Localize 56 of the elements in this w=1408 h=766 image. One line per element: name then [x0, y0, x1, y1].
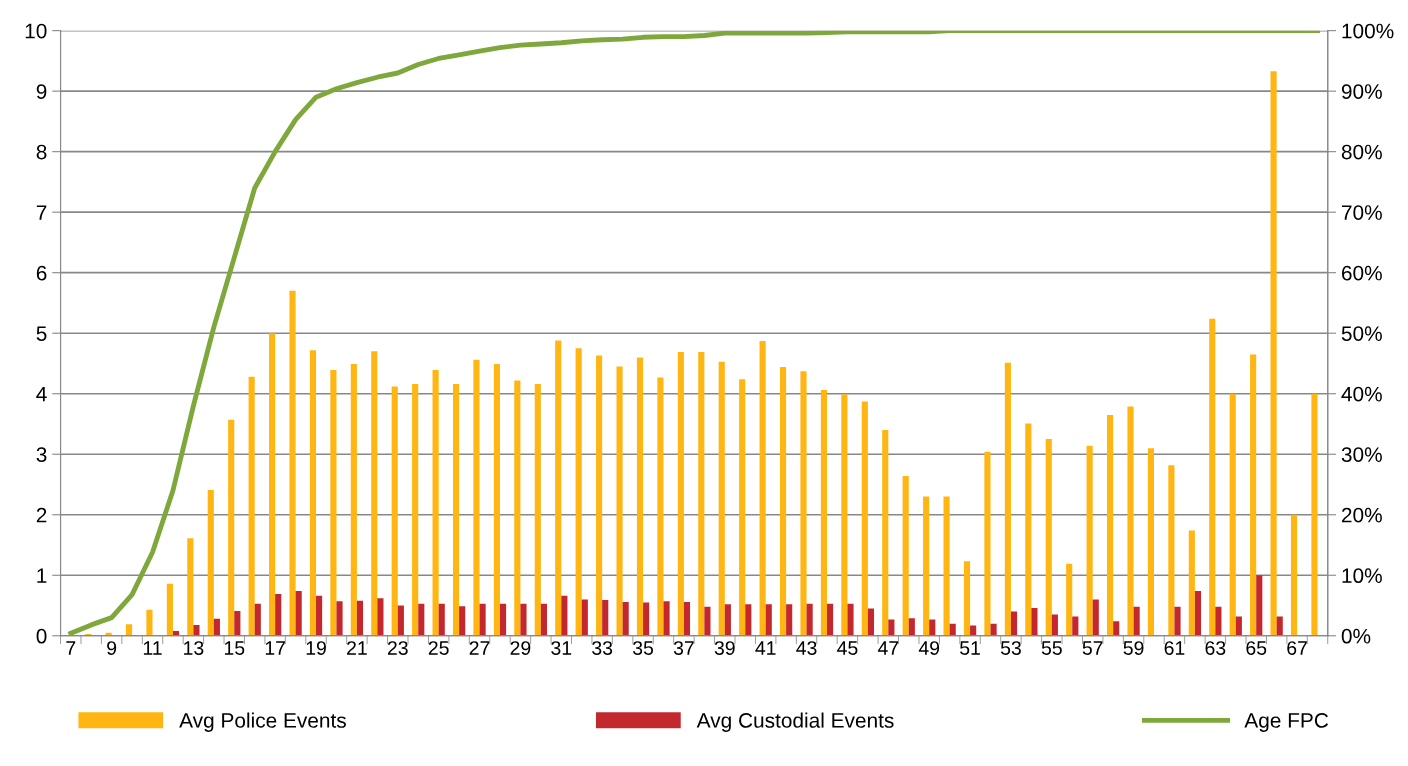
x-tick-label: 21 — [347, 641, 367, 655]
x-tick-label: 25 — [428, 641, 449, 655]
y2-tick-label: 70% — [1342, 205, 1382, 220]
x-tick-label: 63 — [1205, 641, 1226, 655]
x-tick-label: 33 — [592, 641, 613, 655]
y2-tick-label: 100% — [1342, 23, 1394, 39]
y-tick-label: 1 — [37, 568, 47, 583]
x-tick-label: 31 — [551, 641, 572, 655]
x-tick-label: 61 — [1164, 641, 1185, 655]
x-tick-label: 35 — [632, 641, 654, 655]
x-tick-label: 9 — [107, 641, 117, 655]
y-tick-label: 8 — [36, 144, 47, 160]
y-tick-label: 7 — [36, 205, 47, 220]
x-tick-label: 17 — [265, 641, 285, 655]
y2-tick-label: 10% — [1342, 568, 1382, 584]
x-tick-label: 37 — [673, 641, 694, 655]
y-tick-label: 0 — [36, 628, 47, 644]
x-tick-label: 23 — [387, 641, 408, 655]
x-tick-label: 43 — [796, 641, 817, 655]
y-tick-label: 2 — [36, 507, 47, 523]
legend-label: Avg Custodial Events — [696, 712, 894, 732]
y2-tick-label: 90% — [1341, 84, 1382, 99]
x-tick-label: 41 — [755, 641, 776, 655]
x-tick-label: 67 — [1287, 641, 1307, 655]
y2-tick-label: 40% — [1341, 386, 1382, 402]
y2-tick-label: 30% — [1341, 447, 1382, 462]
y2-tick-label: 20% — [1341, 507, 1382, 523]
x-tick-label: 45 — [837, 641, 858, 655]
x-tick-label: 27 — [469, 641, 490, 655]
y2-tick-label: 80% — [1341, 144, 1382, 160]
x-tick-label: 57 — [1082, 641, 1103, 655]
y2-tick-label: 50% — [1341, 326, 1382, 341]
y2-tick-label: 60% — [1342, 265, 1382, 281]
y-tick-label: 10 — [25, 23, 47, 39]
x-tick-label: 65 — [1246, 641, 1267, 655]
x-tick-label: 59 — [1123, 641, 1144, 655]
x-tick-label: 53 — [1000, 641, 1021, 655]
x-tick-label: 11 — [143, 641, 162, 655]
legend-label: Age FPC — [1244, 713, 1329, 732]
y-tick-label: 4 — [36, 386, 47, 402]
x-tick-label: 51 — [960, 641, 980, 655]
y-tick-label: 9 — [36, 84, 47, 99]
x-tick-label: 13 — [184, 641, 204, 655]
y-tick-label: 3 — [36, 447, 47, 462]
y-tick-label: 5 — [36, 326, 47, 341]
x-tick-label: 39 — [714, 641, 735, 655]
x-tick-label: 47 — [877, 641, 899, 655]
y2-tick-label: 0% — [1341, 628, 1371, 644]
x-tick-label: 49 — [918, 641, 940, 655]
y-tick-label: 6 — [36, 265, 47, 281]
x-tick-label: 55 — [1041, 641, 1062, 655]
legend-label: Avg Police Events — [179, 712, 346, 732]
x-tick-label: 15 — [224, 641, 245, 655]
x-tick-label: 29 — [510, 641, 531, 655]
x-tick-label: 7 — [66, 641, 76, 655]
x-tick-label: 19 — [306, 641, 326, 655]
